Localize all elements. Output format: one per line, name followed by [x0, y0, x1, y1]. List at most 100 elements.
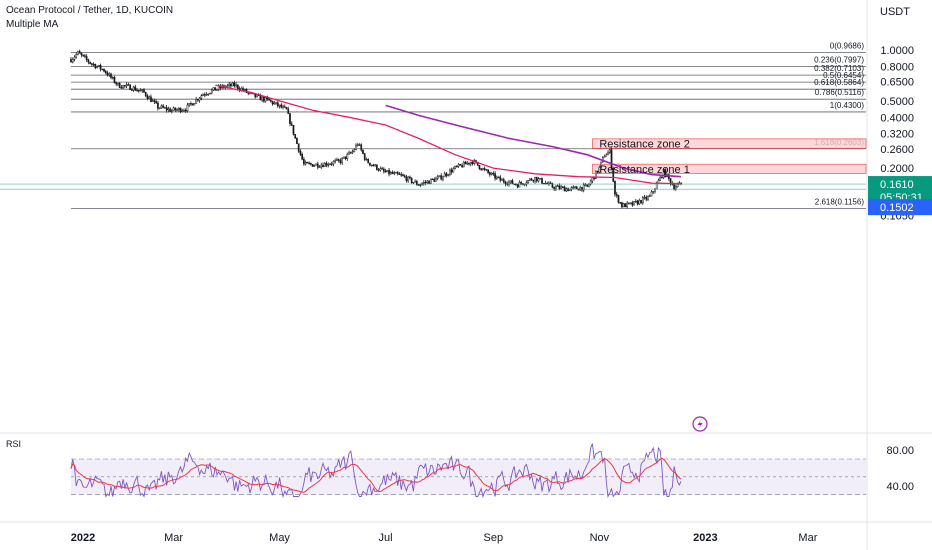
candle-body: [575, 186, 578, 190]
candle-body: [489, 172, 491, 175]
candle-body: [351, 151, 354, 154]
candle-body: [104, 71, 107, 74]
candle-body: [457, 164, 460, 167]
candle-body: [87, 59, 90, 63]
candle-body: [516, 184, 519, 188]
candle-body: [316, 163, 319, 168]
candle-body: [148, 96, 151, 99]
symbol-title[interactable]: Ocean Protocol / Tether, 1D, KUCOIN: [6, 5, 174, 16]
candle-body: [530, 178, 533, 181]
candle-body: [170, 110, 173, 112]
lightning-icon[interactable]: [692, 416, 708, 432]
candle-body: [315, 163, 317, 166]
candle-body: [389, 172, 392, 175]
candle-body: [84, 55, 86, 57]
candle-body: [499, 176, 502, 181]
candle-body: [160, 105, 163, 109]
ma-price-badge[interactable]: [868, 199, 932, 216]
candle-body: [256, 94, 258, 98]
candle-body: [555, 186, 557, 190]
candle-body: [562, 186, 564, 188]
candle-body: [636, 200, 639, 205]
candle-body: [633, 201, 635, 206]
candle-body: [534, 176, 536, 182]
candle-body: [348, 152, 350, 155]
candle-body: [537, 178, 540, 182]
candle-body: [200, 95, 203, 99]
candle-body: [376, 164, 378, 170]
candle-body: [558, 185, 561, 189]
fib-label: 0.5(0.6454): [823, 71, 864, 80]
candle-body: [593, 177, 595, 179]
candle-body: [614, 181, 616, 195]
price-reference-lines: [0, 183, 866, 190]
candle-body: [556, 185, 559, 187]
candle-body: [362, 149, 364, 154]
candle-body: [349, 152, 352, 154]
candle-body: [346, 153, 349, 159]
candle-body: [567, 188, 569, 192]
candle-body: [419, 184, 422, 186]
candle-body: [231, 82, 234, 87]
candle-body: [523, 183, 526, 186]
candle-body: [485, 169, 488, 171]
candle-body: [299, 150, 302, 155]
candle-body: [103, 68, 105, 72]
price-axis[interactable]: 1.0000 0.8000 0.6500 0.5000 0.4000 0.3200 0.26…: [868, 45, 932, 222]
currency-label: USDT: [880, 6, 910, 18]
candle-body: [579, 187, 582, 191]
candle-body: [369, 162, 371, 166]
candle-body: [290, 123, 293, 126]
candle-body: [450, 169, 453, 173]
candle-body: [150, 96, 152, 103]
price-tick-label: 0.4000: [880, 112, 914, 124]
candle-body: [504, 181, 507, 185]
candle-body: [661, 176, 663, 179]
price-tick-label: 0.3200: [880, 129, 914, 141]
candle-body: [574, 186, 576, 188]
candle-body: [384, 171, 387, 173]
candle-body: [82, 54, 85, 56]
last-price-value: 0.1610: [880, 179, 914, 191]
candle-body: [197, 98, 199, 101]
candle-body: [650, 191, 653, 197]
candle-body: [205, 94, 208, 96]
candle-body: [210, 89, 213, 94]
resistance-zones: [592, 138, 867, 174]
rsi-pane: 80.00 40.00: [70, 443, 914, 499]
candle-body: [645, 196, 648, 200]
candle-body: [483, 168, 486, 170]
candle-body: [212, 87, 215, 91]
candle-body: [183, 109, 185, 112]
price-tick-label: 0.2000: [880, 163, 914, 175]
candle-body: [635, 200, 637, 203]
candle-body: [322, 164, 324, 168]
candle-body: [186, 104, 189, 112]
price-tick-label: 1.0000: [880, 45, 914, 57]
candle-body: [610, 149, 613, 169]
candle-body: [143, 89, 145, 93]
candle-body: [71, 59, 74, 63]
time-axis[interactable]: 2022 Mar May Jul Sep Nov 2023 Mar: [71, 532, 818, 544]
fib-label: 0(0.9686): [830, 41, 865, 50]
candle-body: [445, 173, 448, 176]
candle-body: [297, 143, 300, 152]
rsi-tick-label: 80.00: [886, 445, 914, 457]
candle-body: [608, 149, 611, 153]
candle-body: [388, 169, 390, 175]
zone-labels: Resistance zone 2 Resistance zone 1: [599, 139, 690, 176]
candle-body: [276, 102, 279, 107]
candle-body: [273, 102, 276, 105]
candle-body: [374, 164, 376, 167]
time-tick-label: 2022: [71, 532, 95, 544]
candle-body: [452, 168, 455, 173]
candle-body: [230, 83, 232, 87]
candle-body: [275, 102, 277, 104]
candle-body: [490, 172, 493, 175]
indicator-title[interactable]: Multiple MA: [6, 19, 59, 30]
candle-body: [502, 179, 505, 183]
candle-body: [482, 168, 484, 171]
candle-body: [466, 162, 469, 165]
resistance-zone: [592, 163, 867, 174]
